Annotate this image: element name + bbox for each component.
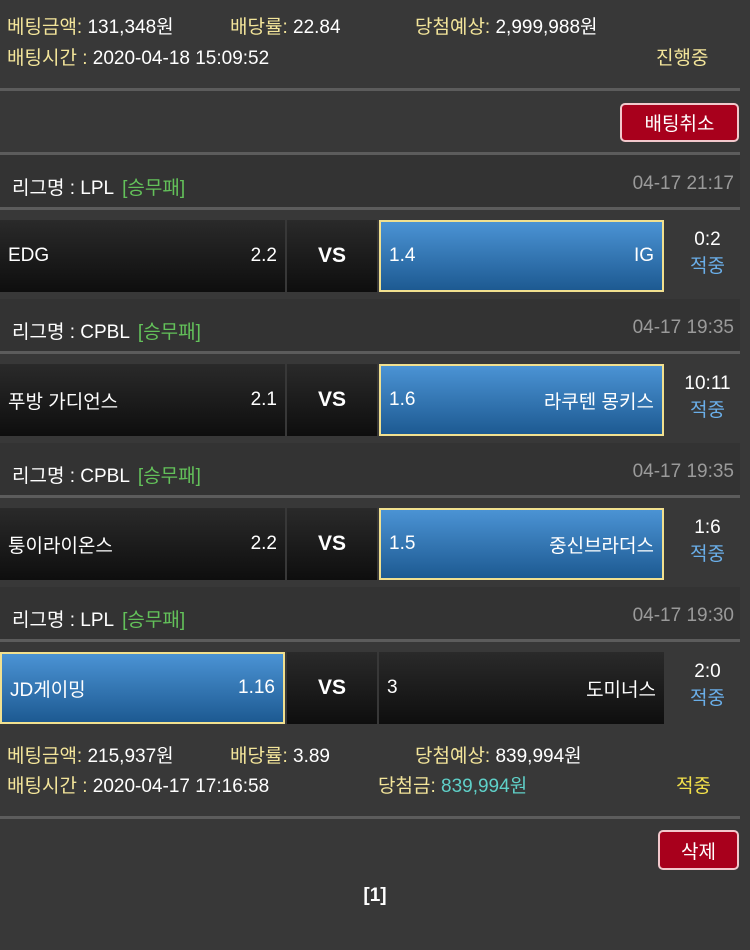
- league-header: 리그명 : LPL [승무패] 04-17 21:17: [0, 155, 740, 210]
- cancel-bet-button[interactable]: 배팅취소: [620, 103, 739, 142]
- time-label: 배팅시간 :: [7, 48, 88, 69]
- score-block: 10:11 적중: [665, 370, 750, 424]
- home-team: 푸방 가디언스: [8, 391, 119, 413]
- match-row: 퉁이라이온스 2.2 VS 1.5 중신브라더스 1:6 적중: [0, 508, 750, 580]
- vs-label: VS: [287, 652, 377, 724]
- status-badge: 적중: [676, 776, 711, 797]
- league-name: 리그명 : LPL: [12, 610, 115, 631]
- match-result: 적중: [690, 544, 725, 565]
- match-result: 적중: [690, 688, 725, 709]
- delete-button[interactable]: 삭제: [658, 830, 739, 870]
- away-team: IG: [633, 245, 654, 266]
- expected-win: 2,999,988원: [495, 17, 598, 38]
- home-team-option[interactable]: EDG 2.2: [0, 220, 285, 292]
- score-block: 2:0 적중: [665, 658, 750, 712]
- home-team: 퉁이라이온스: [8, 535, 113, 557]
- divider: [0, 152, 740, 155]
- away-team: 도미너스: [586, 679, 656, 701]
- away-team: 중신브라더스: [549, 535, 654, 557]
- win-label: 당첨금:: [378, 776, 436, 797]
- league-name: 리그명 : CPBL: [12, 466, 130, 487]
- amount-label: 베팅금액:: [7, 17, 83, 38]
- league-name: 리그명 : LPL: [12, 178, 115, 199]
- divider: [0, 816, 740, 819]
- away-team-option[interactable]: 1.4 IG: [379, 220, 664, 292]
- match-datetime: 04-17 19:35: [632, 461, 734, 482]
- league-header: 리그명 : LPL [승무패] 04-17 19:30: [0, 587, 740, 642]
- match-score: 1:6: [694, 517, 721, 538]
- bet-amount: 215,937원: [87, 746, 174, 767]
- away-team-option[interactable]: 1.6 라쿠텐 몽키스: [379, 364, 664, 436]
- match-row: JD게이밍 1.16 VS 3 도미너스 2:0 적중: [0, 652, 750, 724]
- status-badge: 진행중: [656, 48, 709, 69]
- home-team: JD게이밍: [10, 679, 86, 701]
- home-team-option[interactable]: 퉁이라이온스 2.2: [0, 508, 285, 580]
- vs-label: VS: [287, 364, 377, 436]
- pagination-page-1[interactable]: [1]: [363, 885, 387, 906]
- bet-odds: 3.89: [293, 746, 330, 767]
- bet-type: [승무패]: [122, 178, 186, 199]
- match-score: 2:0: [694, 661, 721, 682]
- match-row: 푸방 가디언스 2.1 VS 1.6 라쿠텐 몽키스 10:11 적중: [0, 364, 750, 436]
- divider: [0, 88, 740, 91]
- match-datetime: 04-17 19:35: [632, 317, 734, 338]
- match-datetime: 04-17 21:17: [632, 173, 734, 194]
- home-odds: 2.1: [250, 389, 277, 410]
- score-block: 0:2 적중: [665, 226, 750, 280]
- away-odds: 3: [387, 677, 398, 698]
- away-odds: 1.6: [389, 389, 416, 410]
- bet-time: 2020-04-18 15:09:52: [92, 48, 270, 69]
- expected-label: 당첨예상:: [415, 17, 491, 38]
- win-amount: 839,994원: [441, 776, 528, 797]
- vs-label: VS: [287, 508, 377, 580]
- home-odds: 2.2: [250, 245, 277, 266]
- league-name: 리그명 : CPBL: [12, 322, 130, 343]
- match-score: 10:11: [684, 373, 731, 394]
- bet-time: 2020-04-17 17:16:58: [92, 776, 270, 797]
- home-odds: 1.16: [238, 677, 275, 698]
- league-header: 리그명 : CPBL [승무패] 04-17 19:35: [0, 443, 740, 498]
- score-block: 1:6 적중: [665, 514, 750, 568]
- match-result: 적중: [690, 400, 725, 421]
- amount-label: 베팅금액:: [7, 746, 83, 767]
- vs-label: VS: [287, 220, 377, 292]
- odds-label: 배당률:: [230, 746, 288, 767]
- away-team-option[interactable]: 3 도미너스: [379, 652, 664, 724]
- odds-label: 배당률:: [230, 17, 288, 38]
- away-team-option[interactable]: 1.5 중신브라더스: [379, 508, 664, 580]
- away-odds: 1.4: [389, 245, 416, 266]
- match-score: 0:2: [694, 229, 721, 250]
- home-team-option[interactable]: 푸방 가디언스 2.1: [0, 364, 285, 436]
- match-datetime: 04-17 19:30: [632, 605, 734, 626]
- expected-win: 839,994원: [495, 746, 582, 767]
- match-result: 적중: [690, 256, 725, 277]
- league-header: 리그명 : CPBL [승무패] 04-17 19:35: [0, 299, 740, 354]
- time-label: 배팅시간 :: [7, 776, 88, 797]
- match-row: EDG 2.2 VS 1.4 IG 0:2 적중: [0, 220, 750, 292]
- home-team-option[interactable]: JD게이밍 1.16: [0, 652, 285, 724]
- home-odds: 2.2: [250, 533, 277, 554]
- bet-type: [승무패]: [137, 466, 201, 487]
- bet-type: [승무패]: [122, 610, 186, 631]
- away-odds: 1.5: [389, 533, 416, 554]
- bet-type: [승무패]: [137, 322, 201, 343]
- bet-amount: 131,348원: [87, 17, 174, 38]
- home-team: EDG: [8, 245, 50, 266]
- bet-odds: 22.84: [293, 17, 341, 38]
- away-team: 라쿠텐 몽키스: [543, 391, 654, 413]
- expected-label: 당첨예상:: [415, 746, 491, 767]
